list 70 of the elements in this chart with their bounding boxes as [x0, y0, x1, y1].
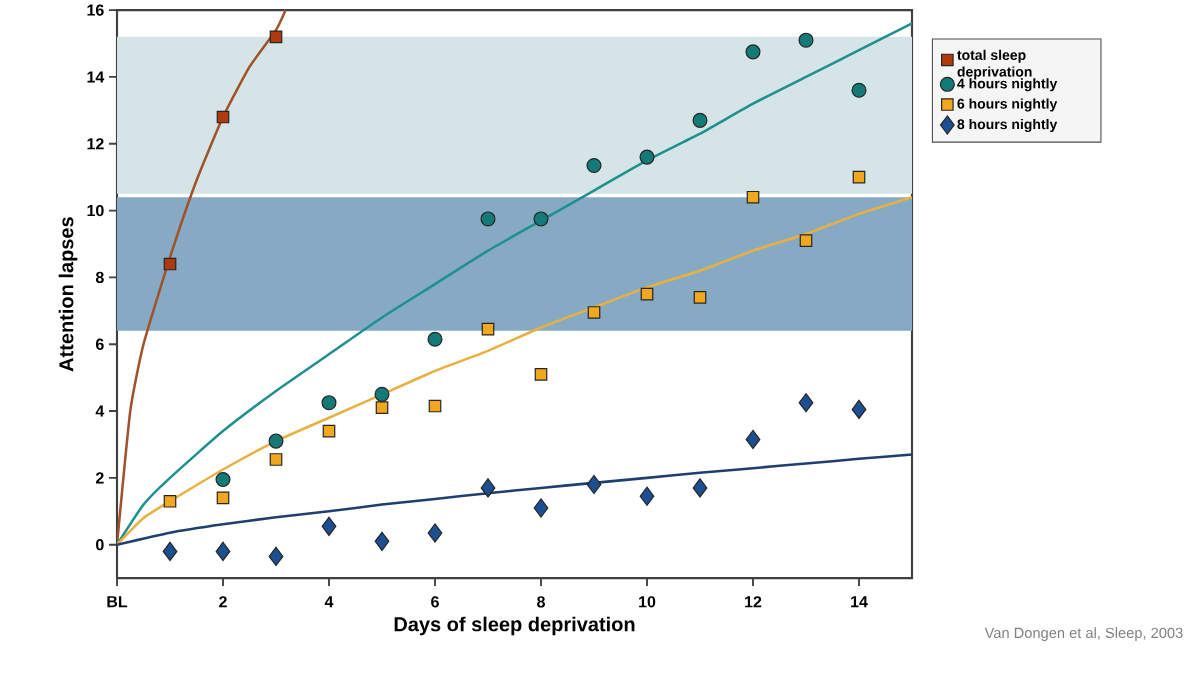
- legend-label: 8 hours nightly: [957, 118, 1058, 132]
- text: Van Dongen et al, Sleep, 2003: [984, 627, 1183, 641]
- x-tick-label: 8: [537, 596, 545, 608]
- point: [639, 486, 655, 506]
- point: [427, 331, 443, 347]
- point: [639, 149, 655, 165]
- point: [480, 478, 496, 498]
- point: [533, 498, 549, 518]
- y-tick-label: 10: [87, 204, 104, 217]
- point: [799, 234, 813, 247]
- legend-label: 4 hours nightly: [957, 78, 1058, 92]
- point: [798, 32, 814, 48]
- point: [216, 491, 230, 505]
- point: [162, 541, 178, 561]
- x-tick-label: BL: [107, 596, 128, 608]
- point: [534, 367, 548, 381]
- point: [163, 494, 177, 508]
- point: [374, 531, 390, 551]
- x-tick-label: 4: [324, 596, 334, 608]
- y-tick-label: 14: [87, 71, 105, 83]
- x-tick-label: 14: [851, 596, 868, 608]
- y-axis-title: Attention lapses: [58, 217, 78, 372]
- point: [269, 453, 283, 466]
- point: [745, 429, 761, 450]
- point: [745, 44, 761, 60]
- point: [163, 257, 177, 271]
- x-tick-label: 2: [219, 596, 227, 608]
- line-series: [117, 195, 913, 546]
- legend-label: total sleep deprivation: [957, 49, 1032, 80]
- point: [321, 395, 337, 411]
- x-tick-label: 10: [639, 596, 656, 608]
- line-series: [117, 453, 913, 546]
- x-axis-title: Days of sleep deprivation: [394, 616, 635, 636]
- point: [427, 523, 443, 543]
- point: [692, 112, 708, 128]
- point: [269, 30, 283, 44]
- point: [851, 82, 867, 98]
- y-tick-label: 4: [95, 405, 105, 417]
- point: [428, 399, 442, 413]
- point: [268, 433, 284, 449]
- point: [587, 306, 601, 319]
- point: [215, 471, 231, 488]
- point: [746, 190, 760, 204]
- point: [374, 386, 390, 402]
- point: [215, 541, 231, 561]
- point: [852, 170, 866, 184]
- point: [533, 211, 549, 227]
- point: [375, 401, 389, 414]
- point: [693, 291, 707, 304]
- point: [321, 516, 337, 536]
- point: [586, 157, 602, 173]
- point: [586, 474, 602, 495]
- point: [851, 399, 867, 419]
- y-tick-label: 0: [96, 538, 104, 551]
- point: [322, 424, 336, 438]
- point: [640, 287, 654, 301]
- y-tick-label: 8: [95, 271, 104, 284]
- x-tick-label: 12: [745, 596, 762, 608]
- point: [692, 478, 708, 498]
- point: [481, 322, 495, 336]
- point: [798, 392, 814, 413]
- y-tick-label: 2: [95, 472, 104, 484]
- x-tick-label: 6: [431, 596, 439, 608]
- point: [216, 110, 230, 124]
- y-tick-label: 6: [95, 338, 104, 350]
- legend-label: 6 hours nightly: [957, 98, 1058, 112]
- y-tick-label: 12: [87, 138, 104, 150]
- point: [268, 546, 284, 567]
- y-tick-label: 16: [87, 4, 104, 16]
- point: [480, 211, 496, 227]
